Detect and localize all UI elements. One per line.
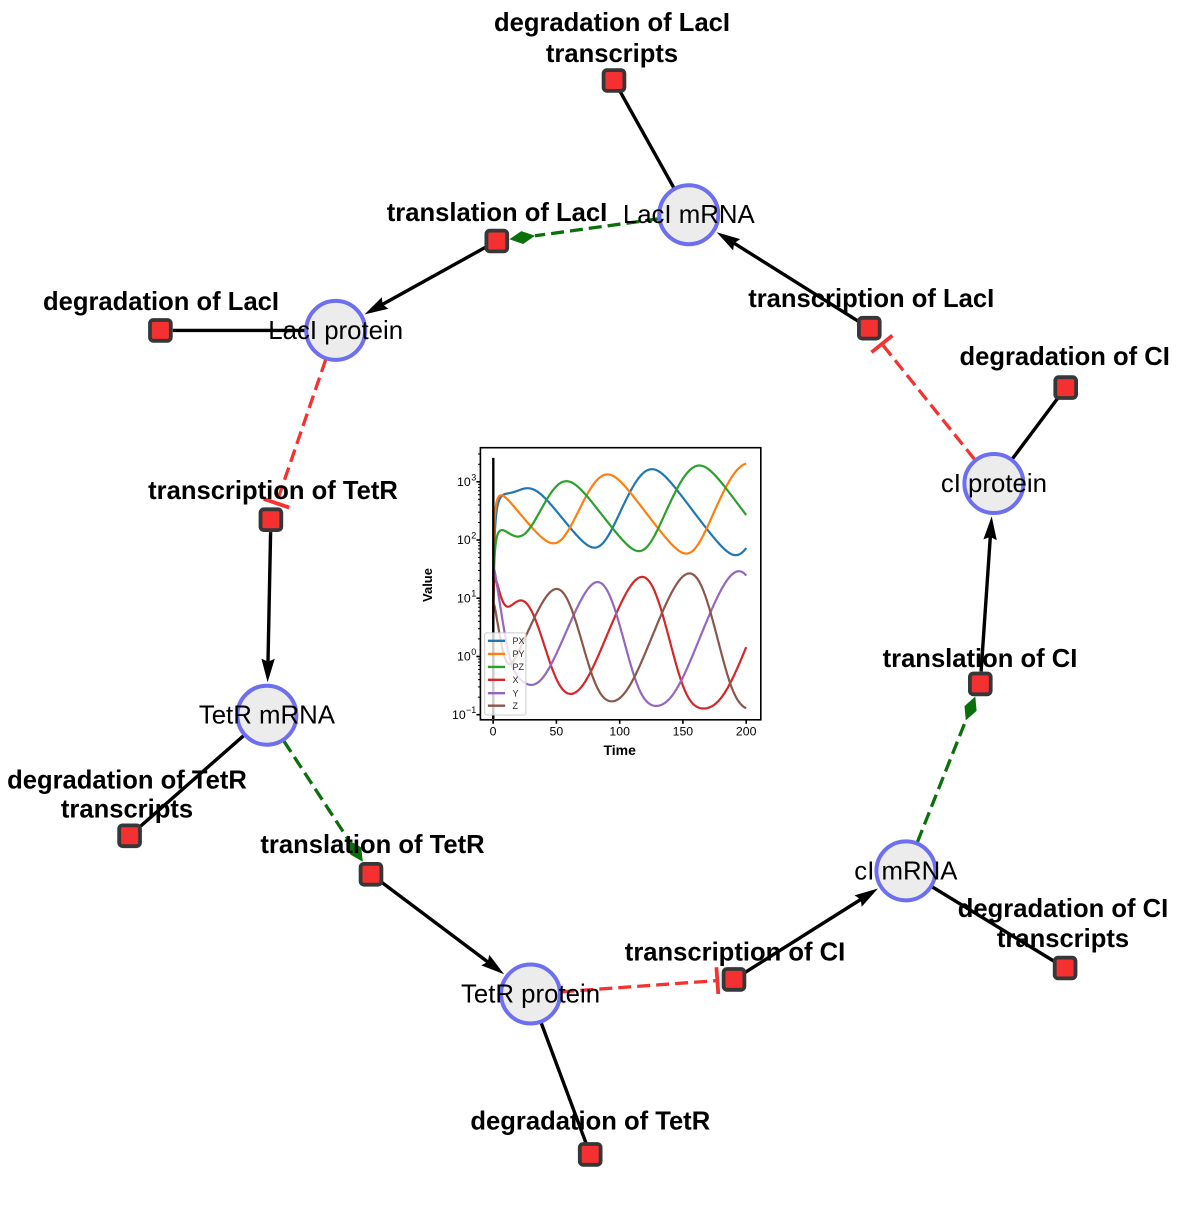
svg-text:0: 0 — [471, 647, 476, 657]
svg-text:degradation of LacI: degradation of LacI — [494, 9, 730, 37]
svg-text:translation of CI: translation of CI — [883, 645, 1078, 673]
svg-text:10: 10 — [452, 708, 466, 722]
svg-text:PX: PX — [513, 636, 525, 646]
svg-text:transcripts: transcripts — [546, 40, 678, 68]
svg-text:−1: −1 — [466, 705, 476, 715]
svg-text:translation of LacI: translation of LacI — [387, 199, 607, 227]
svg-text:translation of TetR: translation of TetR — [260, 831, 484, 859]
svg-text:10: 10 — [457, 475, 471, 489]
svg-text:degradation of LacI: degradation of LacI — [43, 288, 279, 316]
svg-text:200: 200 — [736, 725, 757, 739]
svg-text:degradation of CI: degradation of CI — [958, 895, 1168, 923]
svg-text:50: 50 — [550, 725, 564, 739]
svg-text:degradation of CI: degradation of CI — [959, 343, 1169, 371]
svg-text:degradation of TetR: degradation of TetR — [7, 767, 247, 795]
svg-text:Y: Y — [513, 688, 519, 698]
svg-text:transcripts: transcripts — [61, 796, 193, 824]
svg-text:150: 150 — [673, 725, 694, 739]
svg-text:LacI protein: LacI protein — [268, 317, 403, 345]
svg-text:Value: Value — [420, 568, 435, 602]
svg-text:transcripts: transcripts — [997, 925, 1129, 953]
svg-text:100: 100 — [609, 725, 630, 739]
svg-text:transcription of TetR: transcription of TetR — [148, 477, 398, 505]
svg-text:10: 10 — [457, 533, 471, 547]
svg-text:LacI mRNA: LacI mRNA — [623, 201, 756, 229]
svg-text:X: X — [513, 675, 519, 685]
svg-text:cI mRNA: cI mRNA — [854, 857, 958, 885]
svg-text:TetR mRNA: TetR mRNA — [199, 702, 336, 730]
svg-text:3: 3 — [471, 472, 476, 482]
svg-text:Time: Time — [603, 742, 636, 758]
svg-text:2: 2 — [471, 531, 476, 541]
svg-text:1: 1 — [471, 589, 476, 599]
svg-text:TetR protein: TetR protein — [461, 981, 600, 1009]
svg-text:degradation of TetR: degradation of TetR — [470, 1107, 710, 1135]
svg-text:PZ: PZ — [513, 662, 525, 672]
svg-text:cI protein: cI protein — [941, 470, 1047, 498]
svg-text:Z: Z — [513, 701, 519, 711]
svg-text:transcription of LacI: transcription of LacI — [748, 285, 994, 313]
svg-text:transcription of CI: transcription of CI — [625, 939, 845, 967]
svg-text:10: 10 — [457, 650, 471, 664]
svg-text:PY: PY — [513, 649, 525, 659]
svg-text:10: 10 — [457, 591, 471, 605]
svg-text:0: 0 — [490, 725, 497, 739]
